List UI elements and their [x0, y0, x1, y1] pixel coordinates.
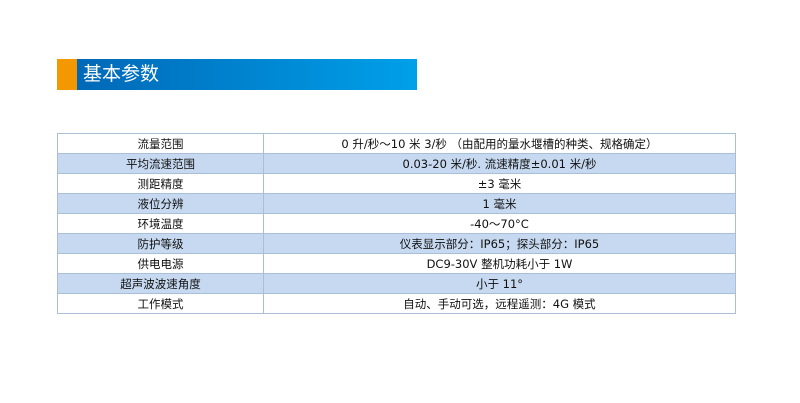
spec-label: 防护等级: [57, 233, 264, 254]
spec-value: 1 毫米: [263, 193, 736, 214]
table-row: 平均流速范围 0.03-20 米/秒. 流速精度±0.01 米/秒: [57, 153, 736, 174]
spec-table: 流量范围 0 升/秒～10 米 3/秒 （由配用的量水堰槽的种类、规格确定） 平均流…: [57, 133, 736, 314]
spec-value: 小于 11°: [263, 273, 736, 294]
table-row: 供电电源 DC9-30V 整机功耗小于 1W: [57, 253, 736, 274]
spec-value: 自动、手动可选，远程遥测：4G 模式: [263, 293, 736, 314]
spec-label: 平均流速范围: [57, 153, 264, 174]
spec-value: ±3 毫米: [263, 173, 736, 194]
spec-label: 测距精度: [57, 173, 264, 194]
spec-label: 环境温度: [57, 213, 264, 234]
spec-value: DC9-30V 整机功耗小于 1W: [263, 253, 736, 274]
spec-label: 流量范围: [57, 133, 264, 154]
spec-label: 液位分辨: [57, 193, 264, 214]
table-row: 环境温度 -40～70°C: [57, 213, 736, 234]
table-row: 流量范围 0 升/秒～10 米 3/秒 （由配用的量水堰槽的种类、规格确定）: [57, 133, 736, 154]
section-title: 基本参数: [77, 59, 417, 90]
table-row: 防护等级 仪表显示部分：IP65；探头部分：IP65: [57, 233, 736, 254]
accent-block: [57, 59, 77, 90]
spec-value: 0.03-20 米/秒. 流速精度±0.01 米/秒: [263, 153, 736, 174]
table-row: 测距精度 ±3 毫米: [57, 173, 736, 194]
table-row: 超声波波速角度 小于 11°: [57, 273, 736, 294]
section-header: 基本参数: [57, 59, 417, 90]
spec-value: -40～70°C: [263, 213, 736, 234]
spec-value: 仪表显示部分：IP65；探头部分：IP65: [263, 233, 736, 254]
spec-label: 超声波波速角度: [57, 273, 264, 294]
spec-label: 工作模式: [57, 293, 264, 314]
spec-value: 0 升/秒～10 米 3/秒 （由配用的量水堰槽的种类、规格确定）: [263, 133, 736, 154]
table-row: 液位分辨 1 毫米: [57, 193, 736, 214]
spec-label: 供电电源: [57, 253, 264, 274]
table-row: 工作模式 自动、手动可选，远程遥测：4G 模式: [57, 293, 736, 314]
